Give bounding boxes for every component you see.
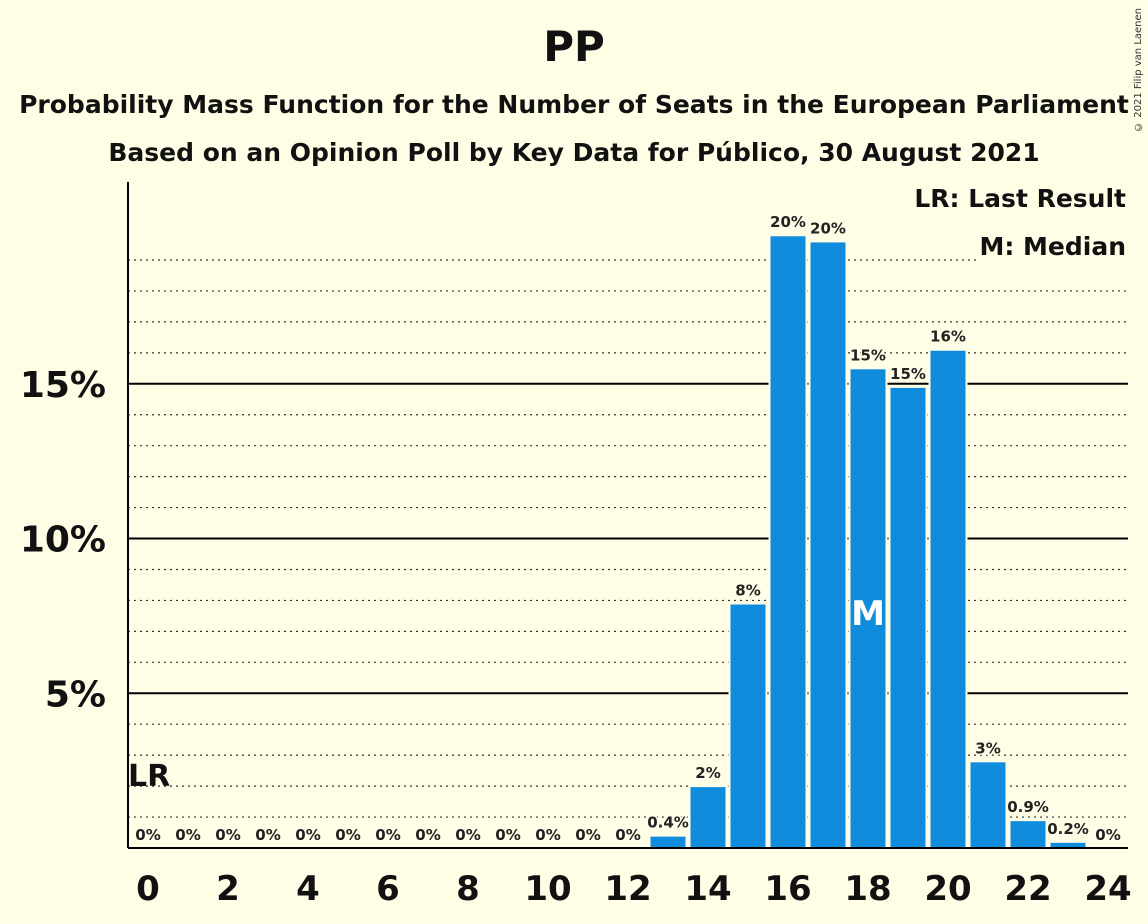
bar-seat-21 [968,760,1008,849]
x-tick-label: 10 [524,869,571,909]
last-result-marker: LR [128,759,170,794]
data-label: 0% [295,826,320,844]
data-label: 0% [255,826,280,844]
bar-seat-14 [688,785,728,850]
data-label: 0% [175,826,200,844]
data-label: 15% [890,365,926,383]
data-label: 0.9% [1007,798,1049,816]
data-label: 0% [215,826,240,844]
data-label: 0.4% [647,814,689,832]
median-marker: M [851,594,885,634]
x-tick-label: 14 [684,869,731,909]
bar-seat-17 [808,240,848,849]
x-tick-label: 0 [136,869,160,909]
bar-seat-13 [648,834,688,849]
bar-seat-16 [768,234,808,849]
data-label: 20% [770,213,806,231]
x-tick-label: 4 [296,869,320,909]
bar-seat-20 [928,348,968,849]
data-label: 8% [735,582,760,600]
data-label: 0% [455,826,480,844]
data-label: 0% [1095,826,1120,844]
x-tick-label: 24 [1084,869,1131,909]
chart-subtitle: Probability Mass Function for the Number… [19,90,1129,119]
x-tick-label: 12 [604,869,651,909]
x-tick-label: 20 [924,869,971,909]
chart-source-line: Based on an Opinion Poll by Key Data for… [108,138,1040,167]
x-tick-label: 6 [376,869,400,909]
data-label: 3% [975,739,1000,757]
chart-title: PP [543,22,605,71]
data-label: 0.2% [1047,820,1089,838]
data-label: 0% [575,826,600,844]
data-label: 0% [135,826,160,844]
data-label: 0% [335,826,360,844]
y-tick-label: 5% [45,674,106,715]
x-tick-label: 22 [1004,869,1051,909]
data-label: 0% [415,826,440,844]
data-label: 0% [615,826,640,844]
data-label: 2% [695,764,720,782]
bar-seat-22 [1008,819,1048,849]
y-tick-label: 15% [20,365,106,406]
legend-last-result: LR: Last Result [912,184,1128,213]
data-label: 16% [930,328,966,346]
data-label: 0% [495,826,520,844]
legend-median: M: Median [977,232,1128,261]
x-tick-label: 8 [456,869,480,909]
data-label: 0% [535,826,560,844]
y-tick-label: 10% [20,520,106,561]
x-tick-label: 16 [764,869,811,909]
bar-seat-19 [888,385,928,849]
data-label: 0% [375,826,400,844]
x-tick-label: 2 [216,869,240,909]
data-label: 15% [850,346,886,364]
data-label: 20% [810,219,846,237]
bar-seat-15 [728,602,768,850]
x-tick-label: 18 [844,869,891,909]
